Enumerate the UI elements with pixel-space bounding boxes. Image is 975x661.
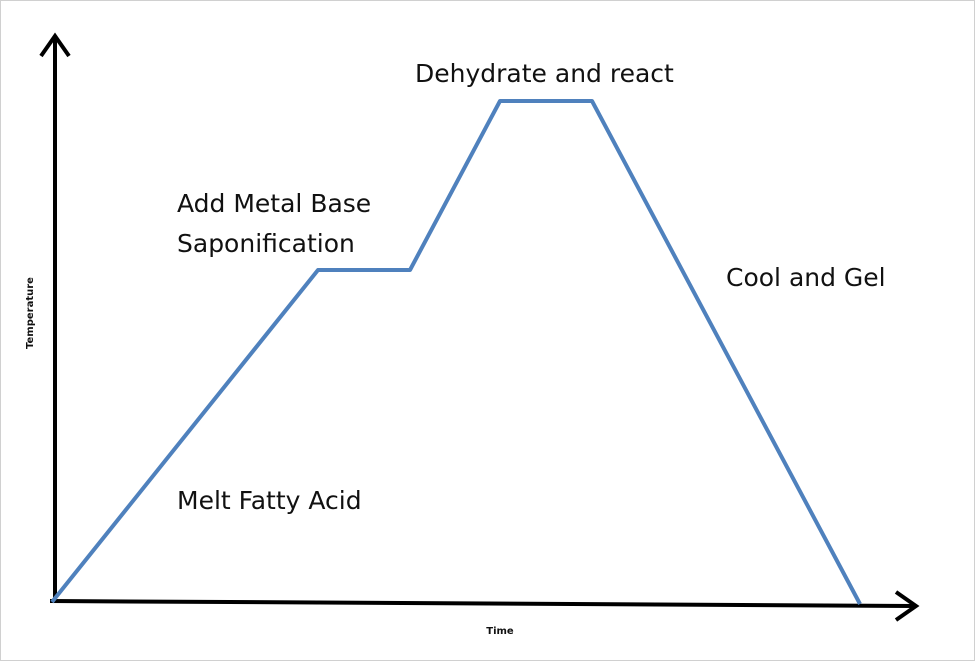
stage-label: Dehydrate and react [415, 59, 674, 88]
x-axis-label: Time [486, 626, 514, 637]
temperature-profile [50, 99, 862, 605]
stage-label: Melt Fatty Acid [177, 486, 362, 515]
x-axis-arrow [894, 590, 920, 622]
x-axis [49, 599, 915, 608]
y-axis-label: Temperature [25, 277, 36, 349]
stage-label: Add Metal Base [177, 189, 371, 218]
y-axis-arrow [39, 32, 71, 58]
stage-label: Saponification [177, 229, 355, 258]
stage-label: Cool and Gel [726, 263, 886, 292]
